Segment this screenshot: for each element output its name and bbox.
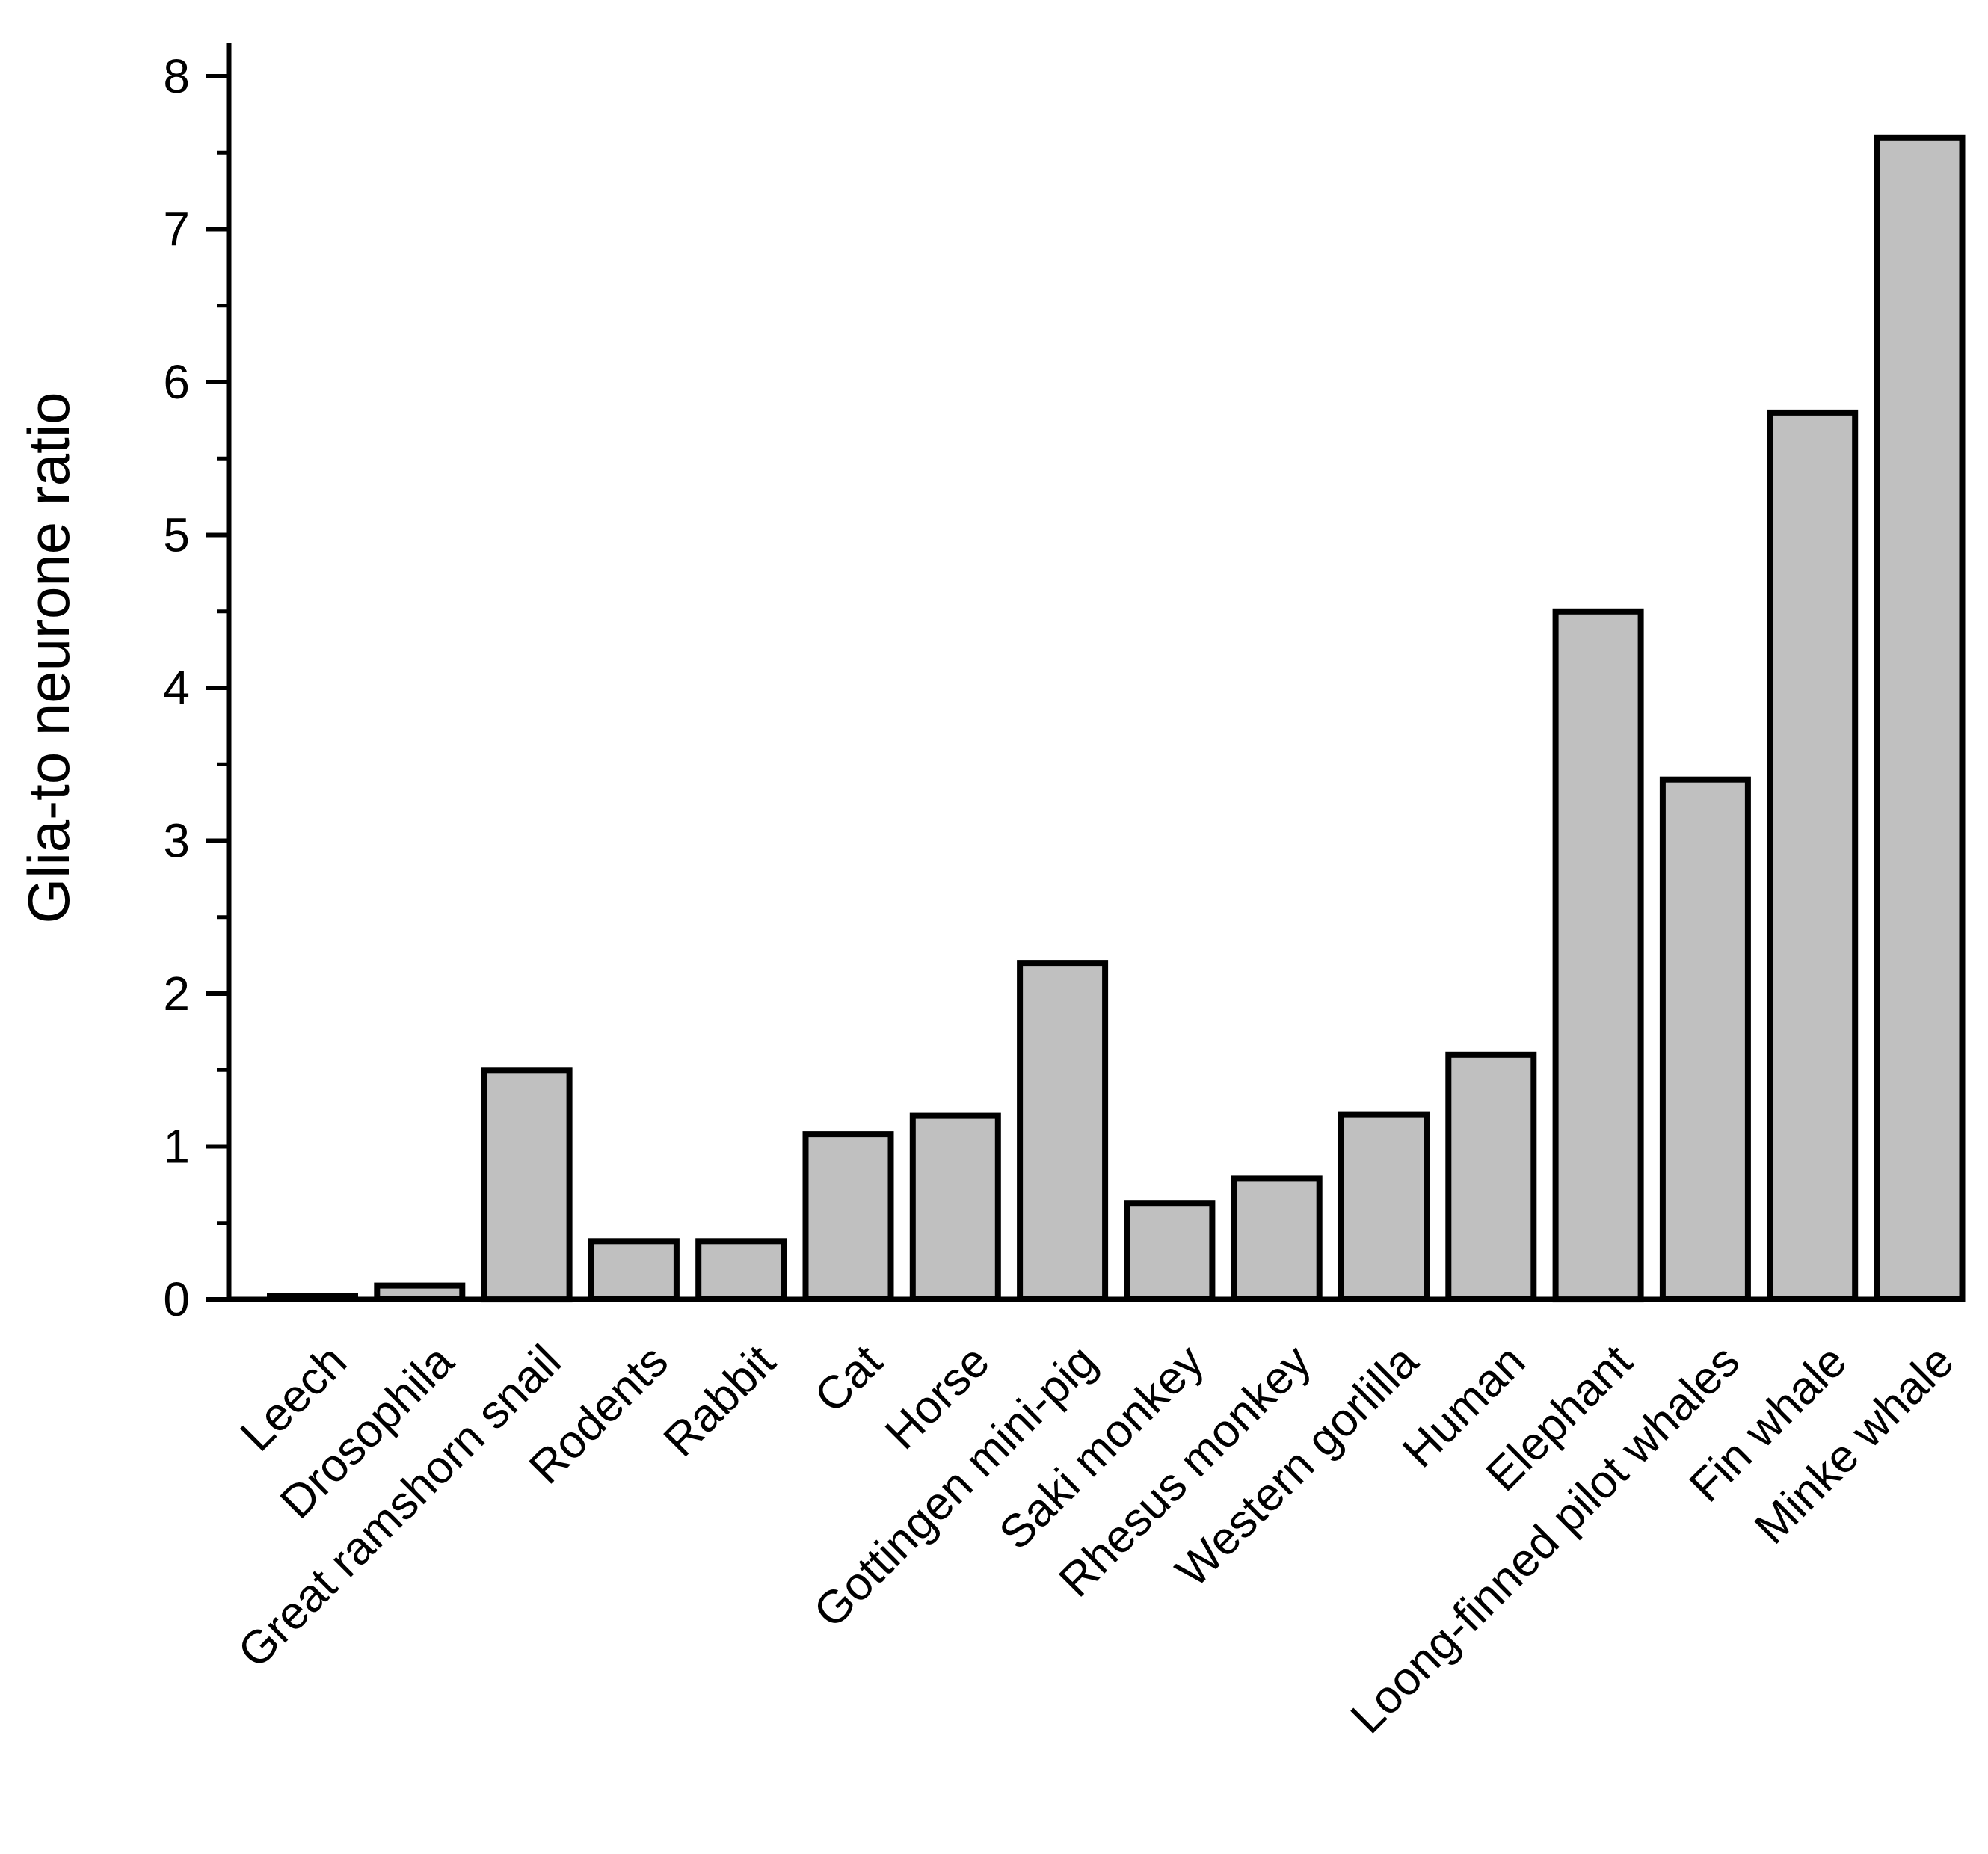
bar-horse xyxy=(909,1112,1001,1302)
bar-fin-whale xyxy=(1767,409,1859,1302)
bar-minke-whale xyxy=(1874,134,1966,1302)
bar-rodents xyxy=(588,1238,680,1303)
y-tick-label: 8 xyxy=(163,49,190,103)
y-tick-label: 3 xyxy=(163,814,190,868)
bar-loong-finned-pilot-whales xyxy=(1659,776,1751,1302)
y-tick-label: 6 xyxy=(163,355,190,409)
y-tick-label: 5 xyxy=(163,508,190,562)
bar-great-ramshorn-snail xyxy=(481,1067,573,1303)
x-tick-label: Cat xyxy=(804,1335,892,1423)
bar-cat xyxy=(802,1131,894,1302)
bar-western-gorlilla xyxy=(1338,1111,1430,1302)
y-tick-label: 1 xyxy=(163,1120,190,1174)
bars-layer xyxy=(267,134,1966,1303)
bar-gottingen-mini-pig xyxy=(1017,960,1109,1302)
axes-layer xyxy=(206,43,1959,1302)
y-tick-label: 0 xyxy=(163,1272,190,1326)
y-tick-label: 7 xyxy=(163,203,190,256)
y-tick-label: 2 xyxy=(163,967,190,1020)
bar-rabbit xyxy=(695,1238,787,1303)
y-tick-label: 4 xyxy=(163,661,190,715)
bar-rhesus-monkey xyxy=(1231,1175,1323,1303)
bar-elephant xyxy=(1552,608,1644,1303)
y-axis-title: Glia-to neurone ratio xyxy=(16,392,81,923)
bar-human xyxy=(1445,1051,1537,1303)
bar-saki-monkey xyxy=(1124,1200,1216,1302)
x-tick-label: Rabbit xyxy=(654,1335,786,1467)
